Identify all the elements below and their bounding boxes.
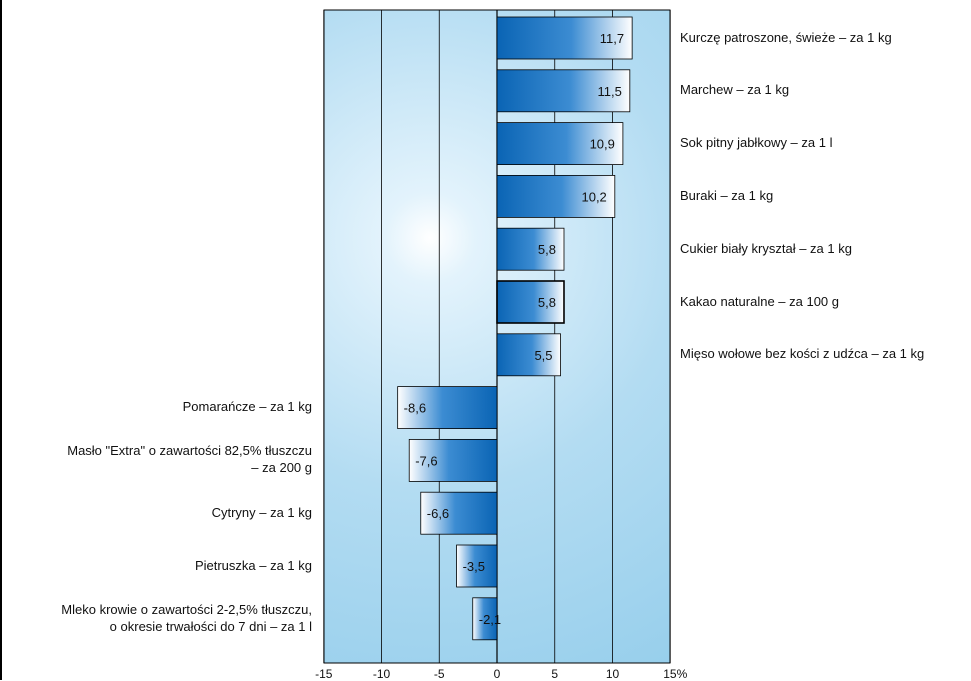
- bar-value-label: -7,6: [415, 453, 437, 468]
- category-label: Pietruszka – za 1 kg: [194, 557, 312, 573]
- bar: [456, 544, 498, 588]
- bar: [496, 174, 616, 218]
- bar: [472, 597, 498, 641]
- x-tick-label: 0: [493, 667, 501, 681]
- category-label: Marchew – za 1 kg: [680, 82, 790, 98]
- bar-value-label: -3,5: [463, 559, 485, 574]
- bar: [496, 227, 565, 271]
- bar-value-label: -8,6: [404, 401, 426, 416]
- category-label: Masło "Extra" o zawartości 82,5% tłuszcz…: [67, 443, 312, 476]
- bar-value-label: 10,9: [590, 137, 615, 152]
- category-label: Cukier biały kryształ – za 1 kg: [680, 240, 852, 256]
- bar: [420, 491, 498, 535]
- bar: [496, 16, 633, 60]
- bar: [496, 69, 631, 113]
- category-label: Sok pitny jabłkowy – za 1 l: [680, 135, 833, 151]
- category-label: Cytryny – za 1 kg: [211, 504, 312, 520]
- bar: [496, 280, 565, 324]
- bar: [408, 438, 498, 482]
- bar-value-label: -2,1: [479, 612, 501, 627]
- category-label: Kurczę patroszone, świeże – za 1 kg: [680, 29, 892, 45]
- category-label: Pomarańcze – za 1 kg: [182, 399, 312, 415]
- category-label: Mięso wołowe bez kości z udźca – za 1 kg: [680, 346, 925, 362]
- x-tick-label: 10: [605, 667, 620, 681]
- x-tick-label: 5: [551, 667, 559, 681]
- category-label: Kakao naturalne – za 100 g: [680, 293, 840, 309]
- category-label: Buraki – za 1 kg: [680, 187, 774, 203]
- bar-value-label: 11,7: [600, 31, 624, 46]
- frame-border: [0, 0, 2, 680]
- x-tick-label: -10: [372, 667, 391, 681]
- bar: [496, 333, 561, 377]
- bar-value-label: 11,5: [597, 84, 621, 99]
- x-tick-label: -15: [315, 667, 333, 681]
- bar-value-label: 5,8: [538, 242, 556, 257]
- bar: [397, 386, 498, 430]
- category-label: Mleko krowie o zawartości 2-2,5% tłuszcz…: [61, 601, 312, 634]
- bar-value-label: 10,2: [581, 189, 606, 204]
- bar-value-label: 5,8: [538, 295, 556, 310]
- bar: [496, 122, 624, 165]
- x-tick-label: -5: [433, 667, 445, 681]
- bar-value-label: -6,6: [427, 506, 449, 521]
- x-tick-label: 15%: [663, 667, 688, 681]
- bar-value-label: 5,5: [534, 348, 552, 363]
